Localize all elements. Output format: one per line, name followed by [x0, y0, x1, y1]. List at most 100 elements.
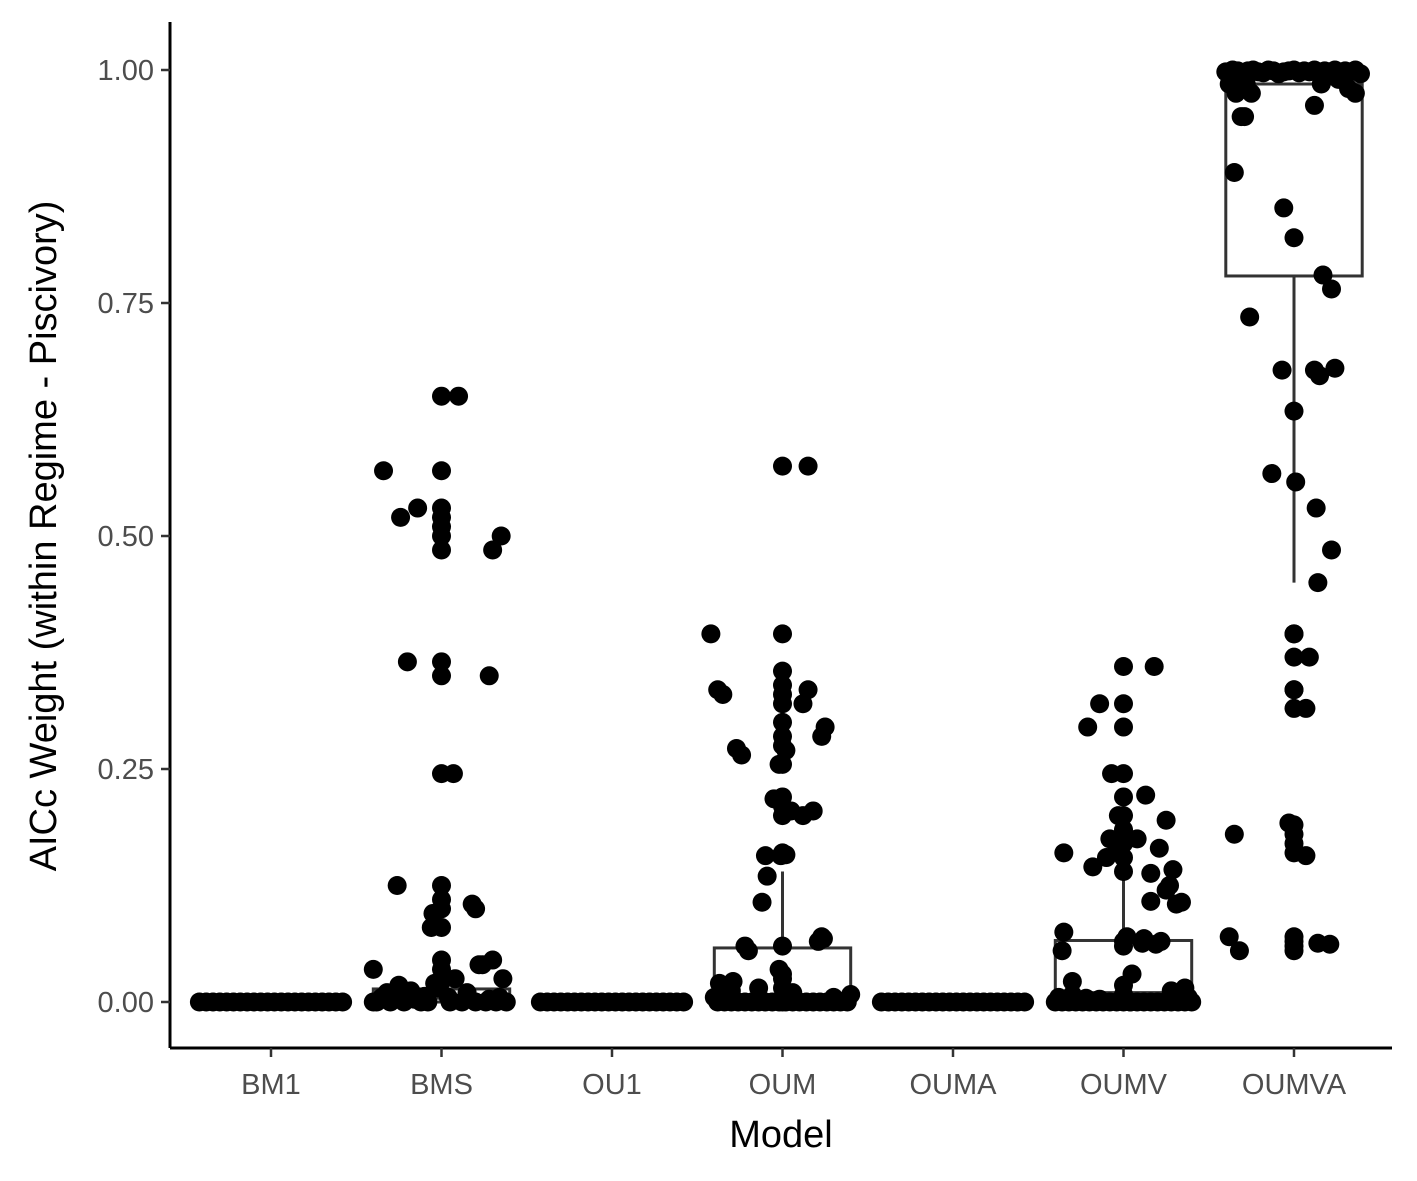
data-point	[1310, 366, 1330, 386]
data-point	[408, 498, 428, 518]
data-point	[1160, 876, 1180, 895]
data-point	[1078, 717, 1098, 737]
data-point	[1224, 163, 1244, 183]
data-point	[1052, 941, 1072, 961]
data-point	[773, 624, 792, 644]
data-point	[1284, 624, 1304, 644]
data-point	[493, 969, 513, 989]
data-point	[1284, 698, 1304, 718]
data-point	[1284, 680, 1304, 700]
data-point	[1114, 787, 1133, 807]
data-point	[773, 456, 792, 476]
x-tick-label: OUMVA	[1242, 1069, 1347, 1101]
data-point	[432, 461, 451, 481]
data-point	[1015, 992, 1035, 1012]
data-point	[1313, 265, 1333, 285]
y-tick-label: 0.25	[98, 754, 154, 786]
data-point	[1320, 934, 1340, 954]
data-point	[1114, 988, 1133, 1008]
data-point	[812, 726, 832, 746]
data-point	[1114, 936, 1133, 956]
data-point	[1114, 656, 1133, 676]
data-point	[489, 987, 509, 1007]
data-point	[445, 969, 465, 989]
y-tick-label: 1.00	[98, 55, 154, 87]
data-point	[1308, 573, 1328, 593]
data-point	[462, 894, 482, 914]
y-tick-label: 0.00	[98, 987, 154, 1019]
data-point	[773, 806, 792, 826]
x-tick-label: OUMA	[910, 1069, 998, 1101]
data-point	[773, 694, 792, 714]
data-point	[1114, 764, 1133, 784]
data-point	[1229, 941, 1249, 961]
data-point	[1149, 838, 1169, 858]
x-tick-label: OUMV	[1080, 1069, 1168, 1101]
x-tick-label: OUM	[749, 1069, 817, 1101]
data-point	[1224, 824, 1244, 844]
data-point	[1286, 472, 1306, 492]
data-point	[363, 992, 383, 1012]
y-tick-label: 0.75	[98, 288, 154, 320]
data-point	[1262, 464, 1282, 484]
axis-layer: 0.00 0.25 0.50 0.75 1.00 BM1 BMS OU1 OUM OUMA OUMV…	[98, 22, 1392, 1101]
data-point	[1062, 971, 1082, 991]
data-point	[773, 964, 792, 984]
data-point	[1171, 892, 1191, 912]
data-point	[1141, 863, 1161, 883]
data-point	[404, 989, 424, 1009]
data-point	[1136, 785, 1156, 805]
data-point	[1219, 927, 1239, 947]
data-point	[389, 975, 409, 995]
x-tick-label: BMS	[410, 1069, 473, 1101]
data-point	[1178, 987, 1198, 1007]
data-point	[432, 666, 451, 686]
data-point	[1096, 848, 1116, 868]
x-axis-title: Model	[729, 1114, 833, 1156]
data-point	[757, 866, 777, 886]
data-point	[1306, 498, 1326, 518]
data-point	[798, 680, 818, 700]
data-point	[674, 992, 694, 1012]
data-point	[1284, 815, 1304, 835]
data-point	[1299, 647, 1319, 667]
data-point	[1114, 694, 1133, 714]
data-point	[1311, 74, 1331, 94]
data-point	[457, 983, 477, 1003]
data-point	[432, 386, 451, 406]
data-point	[1274, 198, 1294, 218]
x-tick-label: OU1	[582, 1069, 642, 1101]
data-point	[841, 985, 861, 1005]
data-point	[1304, 95, 1324, 115]
x-tick-label: BM1	[241, 1069, 301, 1101]
data-point	[449, 386, 469, 406]
y-axis-title: AICc Weight (within Regime - Piscivory)	[23, 201, 65, 872]
data-point	[438, 987, 458, 1007]
data-point	[1076, 988, 1096, 1008]
data-point	[432, 876, 451, 895]
data-point	[483, 540, 503, 560]
data-point	[1284, 228, 1304, 248]
data-point	[1114, 820, 1133, 840]
data-point	[749, 978, 769, 998]
data-point	[363, 959, 383, 979]
data-point	[1284, 843, 1304, 863]
data-point	[432, 764, 451, 784]
data-point	[738, 941, 758, 961]
data-point	[1114, 806, 1133, 826]
data-point	[1141, 891, 1161, 911]
data-point	[391, 507, 411, 527]
data-point	[432, 526, 451, 546]
data-point	[491, 526, 511, 546]
point-layer	[189, 60, 1370, 1012]
data-point	[732, 745, 752, 765]
data-point	[798, 456, 818, 476]
data-point	[1054, 843, 1074, 863]
data-point	[1090, 989, 1110, 1009]
data-point	[387, 876, 407, 895]
data-point	[1156, 810, 1176, 830]
data-point	[773, 661, 792, 681]
data-point	[469, 955, 489, 975]
data-point	[333, 992, 353, 1012]
